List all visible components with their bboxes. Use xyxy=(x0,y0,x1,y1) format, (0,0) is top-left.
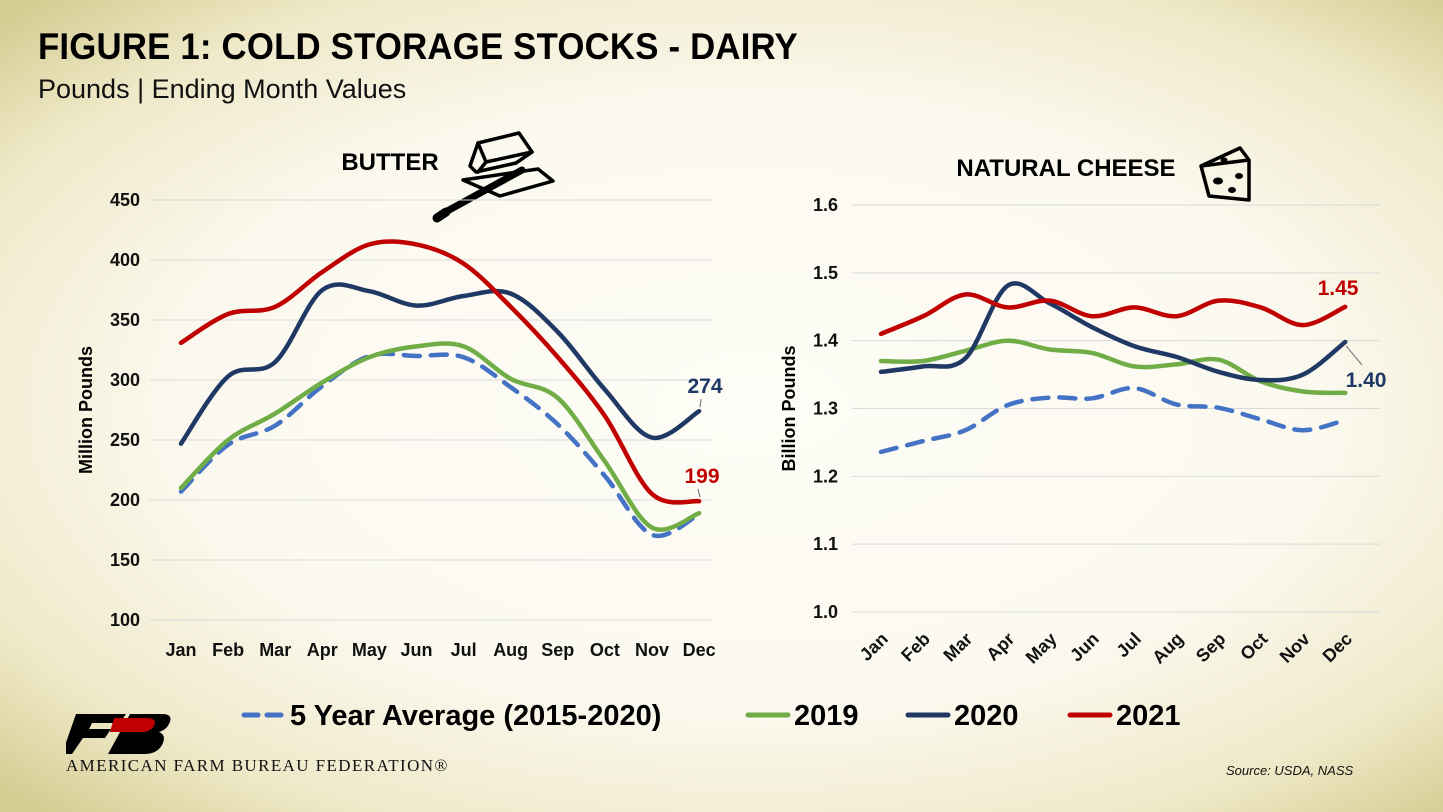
butter-annotation-leader xyxy=(699,398,702,408)
natural-cheese-x-tick-label: Nov xyxy=(1276,629,1314,667)
butter-x-tick-label: Nov xyxy=(635,640,669,660)
butter-x-tick-label: Oct xyxy=(590,640,620,660)
butter-x-tick-label: Jun xyxy=(400,640,432,660)
butter-x-tick-label: Jul xyxy=(451,640,477,660)
butter-y-tick-label: 100 xyxy=(110,610,140,630)
page-title: FIGURE 1: COLD STORAGE STOCKS - DAIRY xyxy=(38,26,798,67)
natural-cheese-data-label: 1.40 xyxy=(1346,369,1387,392)
butter-x-tick-label: Dec xyxy=(683,640,716,660)
natural-cheese-chart: NATURAL CHEESE 1.0 1.1 1.2 1.3 1.4 1.5 1.6 Billi… xyxy=(779,155,1386,668)
chart-legend: 5 Year Average (2015-2020) 2019 2020 2021 xyxy=(241,700,1181,732)
natural-cheese-x-tick-label: Apr xyxy=(982,629,1018,665)
butter-y-tick-label: 450 xyxy=(110,190,140,210)
natural-cheese-series-line-2021 xyxy=(878,292,1348,337)
natural-cheese-x-tick-label: Aug xyxy=(1148,629,1187,668)
natural-cheese-x-tick-label: Mar xyxy=(939,629,976,666)
butter-y-tick-label: 350 xyxy=(110,310,140,330)
natural-cheese-y-tick-label: 1.5 xyxy=(813,263,838,283)
natural-cheese-y-tick-label: 1.0 xyxy=(813,602,838,622)
natural-cheese-x-tick-label: Jul xyxy=(1112,629,1145,662)
butter-x-tick-label: Aug xyxy=(493,640,528,660)
natural-cheese-y-tick-label: 1.6 xyxy=(813,195,838,215)
butter-x-tick-label: Sep xyxy=(541,640,574,660)
source-note: Source: USDA, NASS xyxy=(1226,763,1354,778)
butter-y-tick-label: 300 xyxy=(110,370,140,390)
natural-cheese-y-axis-label: Billion Pounds xyxy=(779,346,799,472)
butter-x-tick-label: May xyxy=(352,640,387,660)
natural-cheese-y-tick-label: 1.1 xyxy=(813,534,838,554)
butter-y-tick-label: 250 xyxy=(110,430,140,450)
butter-y-tick-label: 200 xyxy=(110,490,140,510)
butter-y-axis-label: Million Pounds xyxy=(76,346,96,474)
natural-cheese-y-tick-label: 1.3 xyxy=(813,399,838,419)
legend-label-2019: 2019 xyxy=(794,700,859,732)
butter-x-tick-label: Feb xyxy=(212,640,244,660)
natural-cheese-series-line-5-year-average-2015-2020 xyxy=(878,385,1348,455)
butter-y-tick-label: 150 xyxy=(110,550,140,570)
butter-data-label: 199 xyxy=(684,465,719,488)
legend-label-5-year-average-2015-2020: 5 Year Average (2015-2020) xyxy=(290,700,661,732)
butter-data-label: 274 xyxy=(687,375,722,398)
natural-cheese-x-tick-label: Sep xyxy=(1192,629,1229,666)
natural-cheese-annotation-leader xyxy=(1345,345,1363,366)
natural-cheese-y-tick-label: 1.4 xyxy=(813,331,838,351)
butter-annotation-leader xyxy=(697,488,701,498)
natural-cheese-series-line-2020 xyxy=(878,281,1348,383)
butter-series-line-2021 xyxy=(178,239,702,505)
natural-cheese-x-tick-label: Oct xyxy=(1236,629,1271,664)
fb-logo-icon xyxy=(66,714,171,754)
butter-x-tick-label: Apr xyxy=(307,640,338,660)
butter-chart-title: BUTTER xyxy=(341,149,438,176)
butter-dish-icon xyxy=(432,131,555,223)
natural-cheese-series-line-2019 xyxy=(878,338,1348,396)
butter-chart: BUTTER 100 150 200 250 300 350 400 450 Million Po… xyxy=(76,149,723,660)
butter-x-tick-label: Jan xyxy=(165,640,196,660)
natural-cheese-x-tick-label: Jun xyxy=(1066,629,1103,666)
page-subtitle: Pounds | Ending Month Values xyxy=(38,74,407,104)
butter-x-tick-label: Mar xyxy=(259,640,291,660)
organization-name: AMERICAN FARM BUREAU FEDERATION® xyxy=(66,756,449,775)
natural-cheese-x-tick-label: Jan xyxy=(856,629,892,665)
legend-label-2020: 2020 xyxy=(954,700,1019,732)
natural-cheese-y-tick-label: 1.2 xyxy=(813,466,838,486)
legend-label-2021: 2021 xyxy=(1116,700,1181,732)
butter-series-line-2020 xyxy=(178,282,702,446)
natural-cheese-x-tick-label: Dec xyxy=(1319,629,1356,666)
natural-cheese-x-tick-label: Feb xyxy=(897,629,934,666)
butter-series-line-2019 xyxy=(178,341,702,532)
butter-series-line-5-year-average-2015-2020 xyxy=(178,351,702,539)
natural-cheese-data-label: 1.45 xyxy=(1318,277,1359,300)
natural-cheese-chart-title: NATURAL CHEESE xyxy=(956,155,1175,182)
butter-y-tick-label: 400 xyxy=(110,250,140,270)
cheese-wedge-icon xyxy=(1199,146,1251,202)
natural-cheese-x-tick-label: May xyxy=(1022,629,1061,668)
